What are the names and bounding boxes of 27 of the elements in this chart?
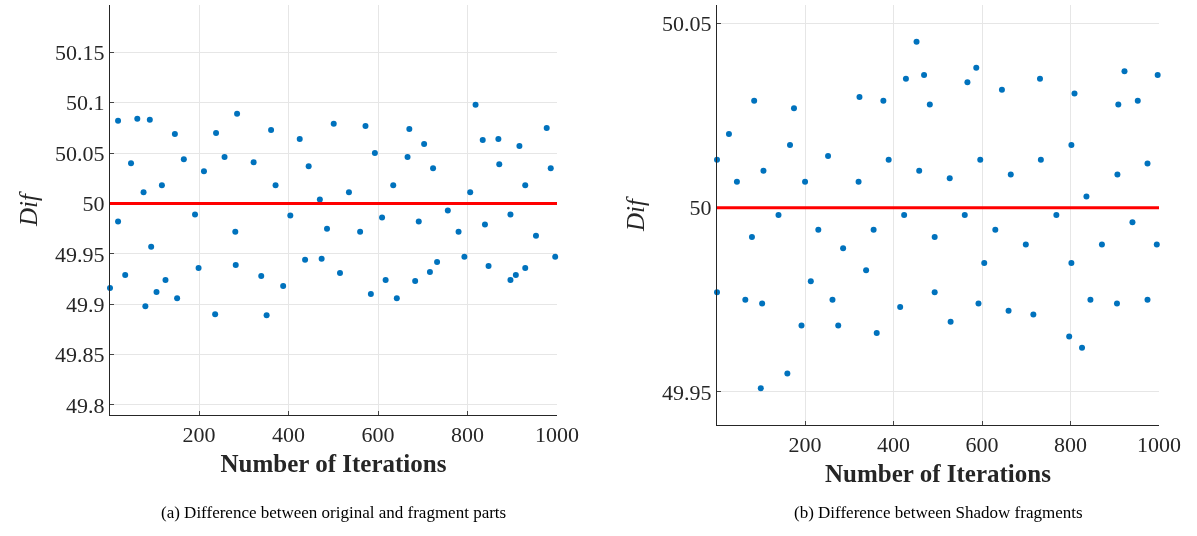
y-tick-label: 50.1 — [66, 90, 105, 116]
x-tick-label: 800 — [1054, 432, 1088, 458]
y-axis-title: Dif — [621, 195, 649, 232]
y-tick-label: 49.85 — [55, 342, 105, 368]
y-tick-label: 50 — [689, 195, 712, 221]
x-tick-label: 400 — [272, 422, 306, 448]
y-tick-label: 49.9 — [66, 291, 105, 317]
y-tick-label: 49.8 — [66, 392, 105, 418]
y-tick-label: 49.95 — [55, 241, 105, 267]
y-axis-title: Dif — [14, 190, 42, 227]
x-tick-label: 1000 — [535, 422, 579, 448]
x-tick-label: 200 — [182, 422, 216, 448]
x-tick-label: 600 — [361, 422, 395, 448]
y-tick-label: 50.05 — [55, 140, 105, 166]
text: (b) Difference between Shadow fragments — [794, 503, 1083, 522]
x-tick-label: 1000 — [1137, 432, 1181, 458]
x-tick-label: 600 — [965, 432, 999, 458]
x-axis-title: Number of Iterations — [220, 450, 447, 478]
text: (a) Difference between original and fragment parts — [161, 503, 507, 522]
y-tick-label: 50.05 — [662, 11, 712, 37]
x-tick-label: 800 — [451, 422, 485, 448]
x-axis-title: Number of Iterations — [825, 460, 1052, 488]
x-tick-label: 200 — [788, 432, 822, 458]
y-tick-label: 50 — [82, 191, 105, 217]
x-tick-label: 400 — [877, 432, 911, 458]
y-tick-label: 50.15 — [55, 40, 105, 66]
y-tick-label: 49.95 — [662, 379, 712, 405]
